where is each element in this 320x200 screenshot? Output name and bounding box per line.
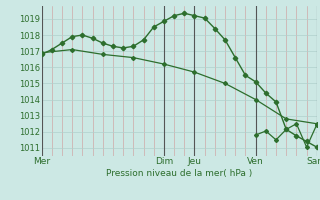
- X-axis label: Pression niveau de la mer( hPa ): Pression niveau de la mer( hPa ): [106, 169, 252, 178]
